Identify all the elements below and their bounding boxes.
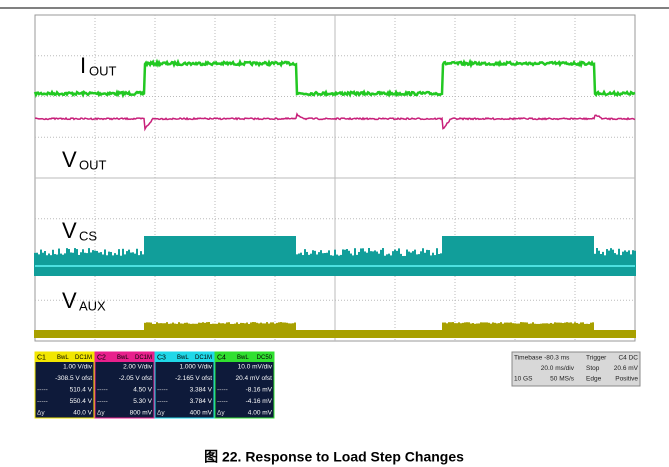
row-value: 20.4 mV ofst: [236, 375, 273, 382]
channel-coupling: DC1M: [135, 355, 152, 361]
row-value: 550.4 V: [70, 398, 93, 405]
channel-name: C3: [157, 354, 166, 361]
channel-bw: BwL: [117, 355, 129, 361]
channel-bw: BwL: [57, 355, 69, 361]
channel-header: [215, 352, 274, 362]
channel-box: [34, 351, 95, 419]
channel-bw: BwL: [237, 355, 249, 361]
timebase-text: C4 DC: [618, 355, 638, 362]
row-label: Δy: [37, 410, 45, 417]
trace-label: V: [62, 147, 77, 172]
channel-bw: BwL: [177, 355, 189, 361]
row-label: -----: [217, 398, 228, 405]
trace-label: I: [80, 53, 86, 78]
timebase-text: 20.6 mV: [614, 365, 639, 372]
grid: [35, 15, 635, 341]
row-value: -8.16 mV: [246, 387, 273, 394]
channel-name: C1: [37, 354, 46, 361]
row-label: -----: [157, 398, 168, 405]
row-label: -----: [97, 387, 108, 394]
trace-label-sub: OUT: [79, 157, 107, 172]
channel-box: [214, 351, 275, 419]
row-label: -----: [37, 387, 48, 394]
row-value: 2.00 V/div: [123, 364, 153, 371]
row-label: Δy: [217, 410, 225, 417]
timebase-text: Edge: [586, 376, 602, 383]
trace-label: V: [62, 218, 77, 243]
timebase-text: 10 GS: [514, 376, 533, 383]
row-value: -2.165 V ofst: [175, 375, 212, 382]
vout-trace: [34, 112, 636, 132]
row-value: 1.00 V/div: [63, 364, 93, 371]
channel-box: [94, 351, 155, 419]
trace-label-sub: CS: [79, 228, 97, 243]
channel-name: C4: [217, 354, 226, 361]
row-value: 1.000 V/div: [179, 364, 212, 371]
channel-header: [35, 352, 94, 362]
row-label: Δy: [157, 410, 165, 417]
channel-name: C2: [97, 354, 106, 361]
row-value: 5.30 V: [133, 398, 152, 405]
caption: 图 22. Response to Load Step Changes: [204, 449, 464, 465]
row-label: -----: [37, 398, 48, 405]
channel-coupling: DC1M: [75, 355, 92, 361]
channel-panel: C1 BwL DC1M 1.00 V/div -308.5 V ofst ----- 510…: [34, 351, 641, 419]
waveforms: [33, 58, 636, 338]
row-value: 10.0 mV/div: [238, 364, 273, 371]
row-label: -----: [157, 387, 168, 394]
channel-coupling: DC1M: [195, 355, 212, 361]
row-value: -4.16 mV: [246, 398, 273, 405]
row-value: 3.384 V: [190, 387, 213, 394]
row-value: 800 mV: [130, 410, 153, 417]
timebase-text: 50 MS/s: [550, 376, 575, 383]
timebase-box: [511, 351, 641, 387]
row-value: 4.50 V: [133, 387, 152, 394]
row-value: 40.0 V: [73, 410, 92, 417]
timebase-text: Trigger: [586, 355, 607, 362]
timebase-text: Timebase -80.3 ms: [514, 355, 570, 362]
trace-label-sub: OUT: [89, 63, 117, 78]
channel-header: [155, 352, 214, 362]
channel-coupling: DC50: [257, 355, 273, 361]
row-label: -----: [217, 387, 228, 394]
timebase-text: 20.0 ms/div: [541, 365, 575, 372]
row-value: 3.784 V: [190, 398, 213, 405]
row-value: 510.4 V: [70, 387, 93, 394]
row-label: Δy: [97, 410, 105, 417]
channel-header: [95, 352, 154, 362]
iout-trace: [33, 58, 636, 99]
timebase-text: Stop: [586, 365, 600, 372]
row-value: -308.5 V ofst: [55, 375, 92, 382]
trace-label-sub: AUX: [79, 298, 106, 313]
row-label: -----: [97, 398, 108, 405]
row-value: -2.05 V ofst: [119, 375, 152, 382]
row-value: 4.00 mV: [248, 410, 273, 417]
channel-box: [154, 351, 215, 419]
timebase-text: Positive: [615, 376, 638, 383]
trace-label: V: [62, 288, 77, 313]
row-value: 400 mV: [190, 410, 213, 417]
